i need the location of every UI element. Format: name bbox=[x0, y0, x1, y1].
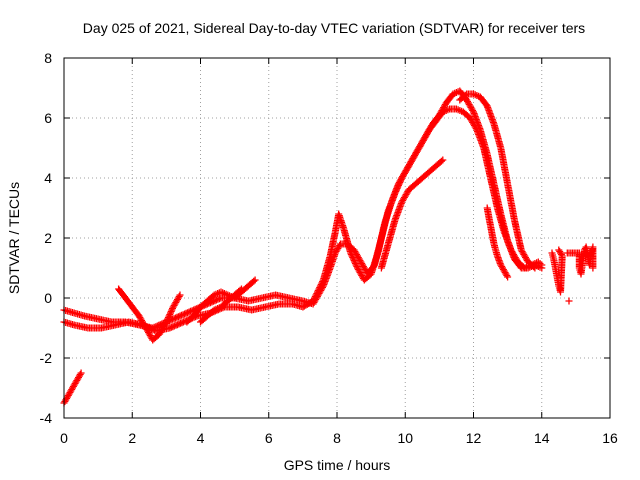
x-axis-label: GPS time / hours bbox=[284, 457, 391, 473]
x-tick-label: 16 bbox=[602, 430, 618, 446]
data-point-markers bbox=[456, 90, 539, 272]
x-tick-label: 8 bbox=[333, 430, 341, 446]
y-tick-labels: -4 -2 0 2 4 6 8 bbox=[40, 50, 53, 426]
ticks-layer bbox=[63, 57, 611, 419]
x-tick-label: 6 bbox=[265, 430, 273, 446]
series-trace-10 bbox=[548, 243, 597, 305]
x-tick-label: 12 bbox=[466, 430, 482, 446]
series-trace-9 bbox=[197, 285, 245, 326]
data-point-markers bbox=[197, 285, 245, 326]
x-tick-label: 0 bbox=[60, 430, 68, 446]
series-trace-6 bbox=[483, 204, 512, 281]
y-tick-label: 0 bbox=[44, 290, 52, 306]
y-tick-label: 8 bbox=[44, 50, 52, 66]
data-point-markers bbox=[548, 243, 597, 305]
data-marks bbox=[60, 87, 597, 407]
data-point-markers bbox=[377, 156, 447, 272]
y-tick-label: 2 bbox=[44, 230, 52, 246]
data-point-markers bbox=[483, 204, 512, 281]
series-trace-7 bbox=[115, 285, 184, 344]
x-tick-label: 10 bbox=[397, 430, 413, 446]
y-tick-label: 6 bbox=[44, 110, 52, 126]
x-tick-labels: 0 2 4 6 8 10 12 14 16 bbox=[60, 430, 618, 446]
series-trace-5 bbox=[456, 90, 539, 272]
y-tick-label: 4 bbox=[44, 170, 52, 186]
y-tick-label: -2 bbox=[40, 350, 53, 366]
x-tick-label: 14 bbox=[534, 430, 550, 446]
data-point-markers bbox=[115, 285, 184, 344]
series-trace-4 bbox=[377, 156, 447, 272]
y-tick-label: -4 bbox=[40, 410, 53, 426]
x-tick-label: 4 bbox=[197, 430, 205, 446]
chart-title: Day 025 of 2021, Sidereal Day-to-day VTE… bbox=[83, 20, 585, 36]
y-axis-label: SDTVAR / TECUs bbox=[6, 182, 22, 294]
x-tick-label: 2 bbox=[128, 430, 136, 446]
